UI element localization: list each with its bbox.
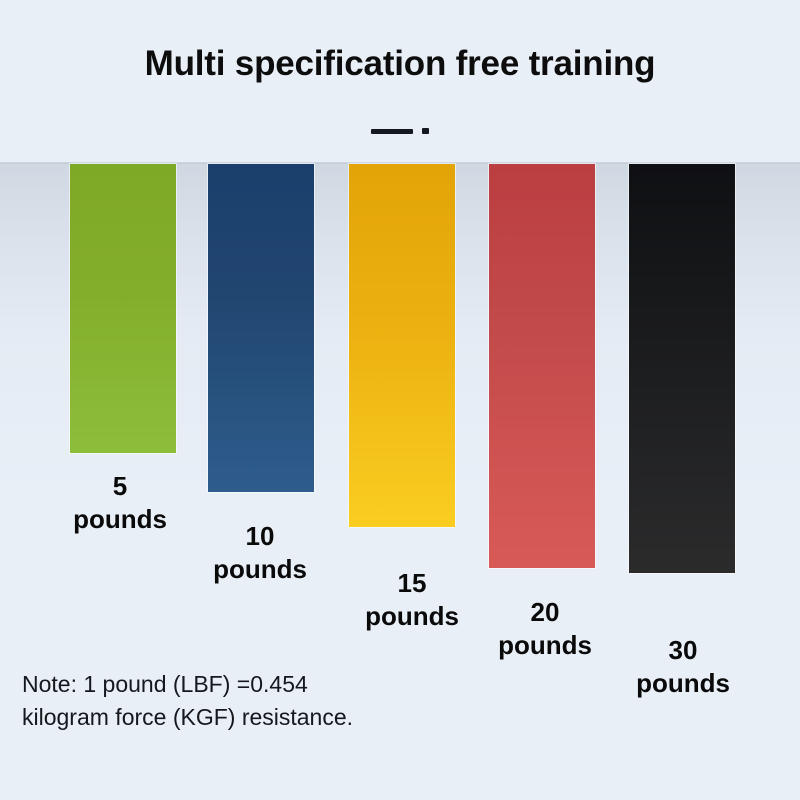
bar-20-pounds xyxy=(489,164,595,568)
bar-label-amount: 30 xyxy=(668,635,698,665)
dash-icon xyxy=(371,128,413,134)
bar-5-pounds xyxy=(70,164,176,453)
bar-label-unit: pounds xyxy=(73,504,167,535)
bar-label-10-pounds: 10 pounds xyxy=(160,520,360,587)
bar-label-amount: 15 xyxy=(397,568,427,598)
dot-icon xyxy=(422,128,429,134)
footnote-line-2: kilogram force (KGF) resistance. xyxy=(22,703,354,730)
title-divider xyxy=(0,120,800,142)
bar-label-amount: 5 xyxy=(112,471,128,501)
footnote: Note: 1 pound (LBF) =0.454 kilogram forc… xyxy=(22,668,442,733)
bar-10-pounds xyxy=(208,164,314,492)
bar-label-unit: pounds xyxy=(213,554,307,585)
bar-label-5-pounds: 5 pounds xyxy=(20,470,220,537)
bar-label-20-pounds: 20 pounds xyxy=(445,596,645,663)
bar-label-30-pounds: 30 pounds xyxy=(583,634,783,701)
bar-label-unit: pounds xyxy=(365,601,459,632)
bar-label-unit: pounds xyxy=(636,668,730,699)
bar-label-amount: 10 xyxy=(245,521,275,551)
bar-label-amount: 20 xyxy=(530,597,560,627)
bar-label-15-pounds: 15 pounds xyxy=(312,567,512,634)
bar-15-pounds xyxy=(349,164,455,527)
page-title: Multi specification free training xyxy=(144,44,656,83)
bar-30-pounds xyxy=(629,164,735,573)
bar-label-unit: pounds xyxy=(498,630,592,661)
footnote-line-1: Note: 1 pound (LBF) =0.454 xyxy=(22,671,308,697)
